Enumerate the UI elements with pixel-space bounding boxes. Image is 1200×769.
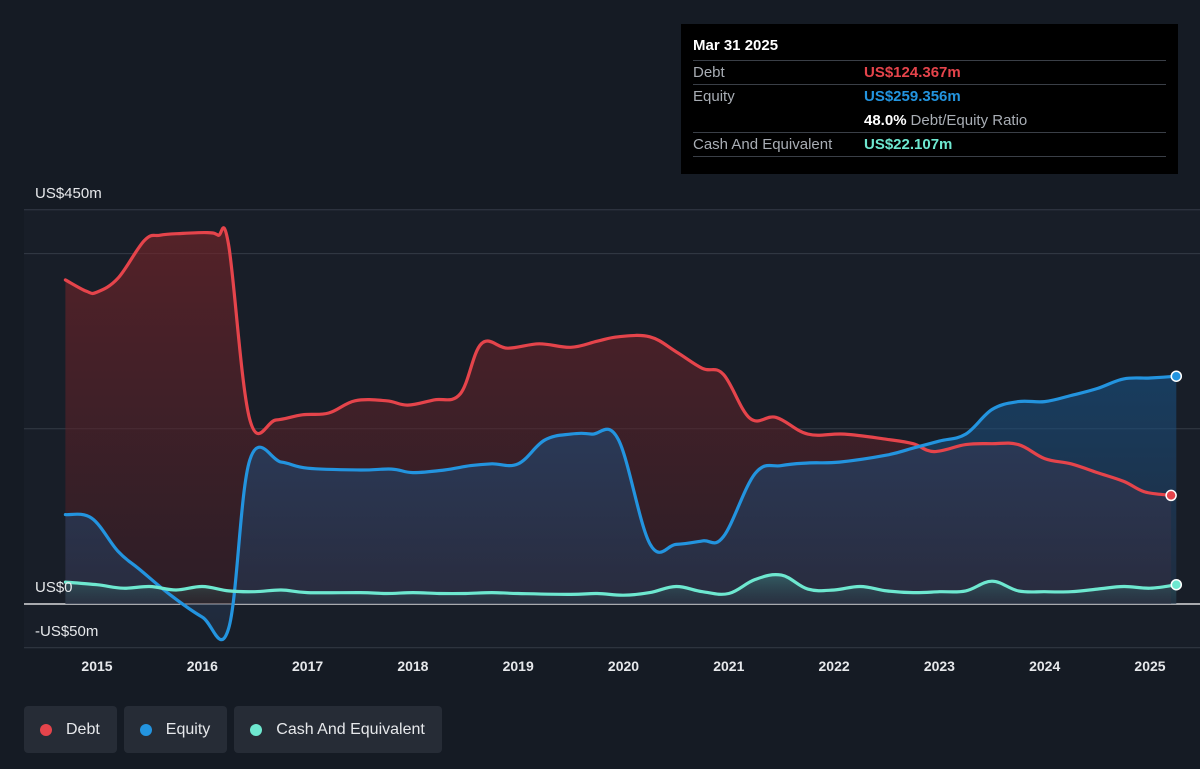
x-tick-label: 2023	[924, 658, 955, 674]
legend-item-cash[interactable]: Cash And Equivalent	[234, 706, 442, 753]
x-tick-label: 2018	[397, 658, 428, 674]
y-tick-label: US$0	[35, 579, 73, 596]
debt-end-marker	[1165, 489, 1177, 502]
y-axis-labels: US$450m US$0 -US$50m	[35, 185, 102, 640]
tooltip-date: Mar 31 2025	[693, 37, 779, 54]
tooltip-ratio-label: Debt/Equity Ratio	[910, 111, 1028, 129]
legend-label-cash: Cash And Equivalent	[276, 720, 425, 738]
legend-dot-debt	[40, 723, 52, 736]
cash-area	[65, 574, 1177, 604]
legend: Debt Equity Cash And Equivalent	[24, 706, 442, 753]
tooltip-debt-value: US$124.367m	[864, 64, 961, 81]
legend-dot-equity	[139, 723, 152, 736]
equity-area	[65, 376, 1177, 640]
equity-line	[63, 374, 1178, 642]
y-tick-label: -US$50m	[35, 623, 98, 640]
tooltip-cash-value: US$22.107m	[864, 136, 953, 153]
tooltip-equity-label: Equity	[693, 88, 735, 105]
x-axis-labels: 2015 2016 2017 2018 2019 2020 2021 2022 2023 2024…	[81, 658, 1165, 674]
x-tick-label: 2025	[1134, 658, 1165, 674]
tooltip-equity-value: US$259.356m	[864, 88, 961, 105]
x-tick-label: 2015	[81, 658, 112, 674]
tooltip-divider	[693, 156, 1166, 157]
legend-label-debt: Debt	[66, 720, 100, 738]
tooltip-row-cash: Cash And Equivalent US$22.107m	[693, 132, 1166, 156]
legend-item-equity[interactable]: Equity	[123, 706, 228, 753]
series-lines	[63, 226, 1178, 642]
cash-line	[63, 573, 1178, 597]
end-markers	[1165, 370, 1183, 591]
tooltip-row-debt: Debt US$124.367m	[693, 60, 1166, 84]
y-tick-label: US$450m	[35, 185, 102, 202]
tooltip-panel: Mar 31 2025 Debt US$124.367m Equity US$2…	[681, 24, 1178, 174]
tooltip-row-equity: Equity US$259.356m	[693, 84, 1166, 108]
x-tick-label: 2021	[713, 658, 744, 674]
x-tick-label: 2016	[187, 658, 218, 674]
legend-label-equity: Equity	[165, 720, 211, 738]
legend-item-debt[interactable]: Debt	[24, 706, 117, 753]
debt-line	[63, 226, 1173, 497]
tooltip-debt-label: Debt	[693, 64, 725, 81]
x-tick-label: 2022	[819, 658, 850, 674]
tooltip-cash-label: Cash And Equivalent	[693, 136, 833, 153]
series-areas	[65, 227, 1177, 640]
x-tick-label: 2017	[292, 658, 323, 674]
equity-end-marker	[1170, 370, 1183, 382]
tooltip-ratio-value: 48.0%	[864, 111, 907, 129]
tooltip-row-ratio: 48.0% Debt/Equity Ratio	[693, 108, 1166, 132]
cash-end-marker	[1170, 578, 1183, 591]
x-tick-label: 2019	[503, 658, 534, 674]
legend-dot-cash	[250, 723, 263, 736]
x-tick-label: 2024	[1029, 658, 1060, 674]
x-tick-label: 2020	[608, 658, 639, 674]
